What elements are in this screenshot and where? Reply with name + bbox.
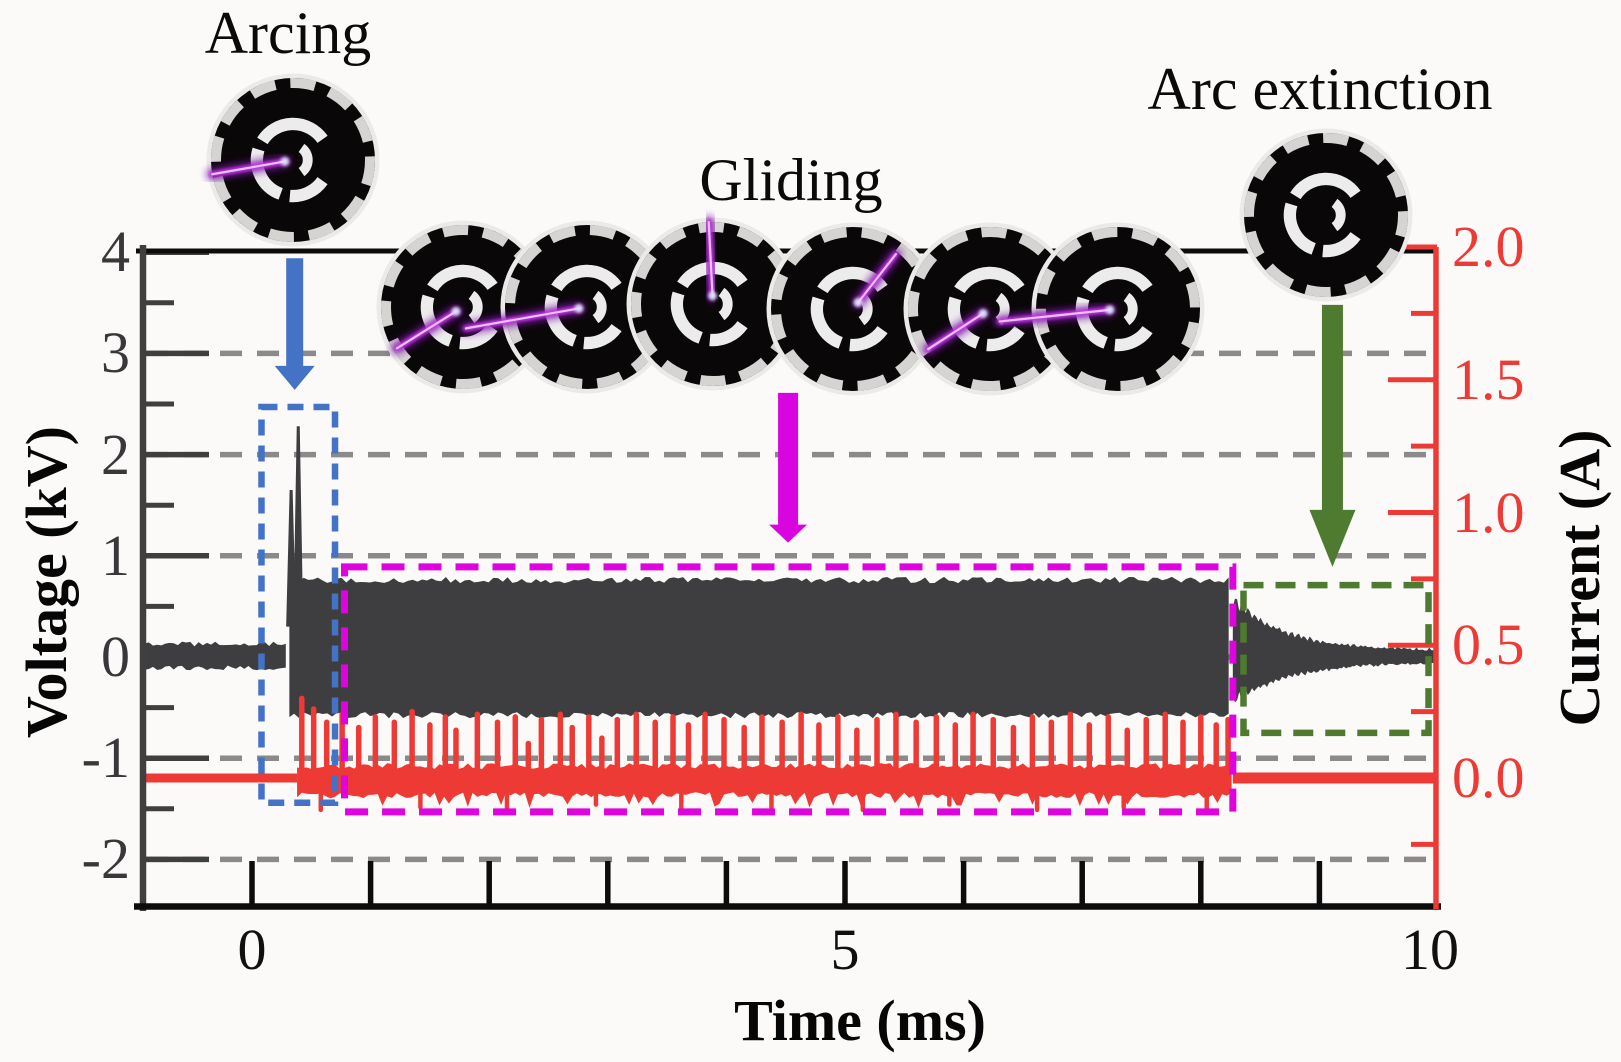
gliding-snapshot-6 (993, 222, 1205, 396)
plasma-filament (922, 307, 990, 356)
current-tick-label-1.0: 1.0 (1452, 479, 1525, 545)
axes-frame (134, 244, 1441, 911)
voltage-tick-label-3: 3 (101, 320, 130, 386)
voltage-trace (140, 426, 1438, 719)
time-tick-label-5: 5 (830, 917, 860, 982)
gliding-snapshot-1 (376, 220, 550, 394)
voltage-tick-label-4: 4 (101, 219, 130, 285)
gliding-region-box (341, 563, 1237, 816)
voltage-tick-label--2: -2 (81, 826, 130, 892)
voltage-tick-label-0: 0 (101, 624, 130, 689)
voltage-ticks (141, 249, 209, 863)
voltage-axis-title: Voltage (kV) (14, 425, 79, 739)
plasma-filament (390, 305, 463, 355)
plasma-filament (993, 303, 1116, 328)
time-tick-label-0: 0 (237, 917, 267, 982)
current-tick-label-2.0: 2.0 (1452, 214, 1525, 279)
voltage-tick-label--1: -1 (81, 725, 130, 791)
extinction-arrow (1309, 304, 1356, 567)
plasma-filament (459, 302, 585, 335)
current-tick-label-1.5: 1.5 (1452, 346, 1525, 412)
gliding-snapshot-4 (766, 222, 940, 396)
current-tick-label-0.0: 0.0 (1452, 745, 1525, 810)
x-ticks (249, 861, 1323, 906)
current-axis-title: Current (A) (1547, 429, 1612, 727)
current-tick-label-0.5: 0.5 (1452, 612, 1525, 678)
gliding-snapshot-2 (459, 220, 674, 394)
arcing-region-box (258, 403, 339, 806)
gliding-snapshot-3 (626, 216, 800, 391)
plasma-filament (702, 216, 719, 302)
gliding-arrow (769, 392, 808, 543)
arc-extinction-label: Arc extinction (1147, 56, 1493, 122)
gliding-label: Gliding (699, 147, 883, 213)
annotation-arrows (274, 258, 1356, 567)
arcing-arrow (274, 258, 315, 390)
plasma-filament (852, 248, 902, 309)
voltage-tick-label-1: 1 (101, 522, 130, 588)
arcing-snapshot (206, 73, 380, 247)
extinction-region-box (1240, 581, 1432, 737)
arcing-label: Arcing (204, 0, 372, 66)
voltage-tick-label-2: 2 (101, 421, 130, 487)
plasma-filament (206, 155, 291, 181)
time-axis-title: Time (ms) (734, 988, 986, 1053)
region-boxes (258, 403, 1432, 816)
arc-extinction-snapshot (1239, 128, 1413, 302)
current-trace (140, 695, 1436, 815)
time-tick-label-10: 10 (1401, 917, 1459, 982)
